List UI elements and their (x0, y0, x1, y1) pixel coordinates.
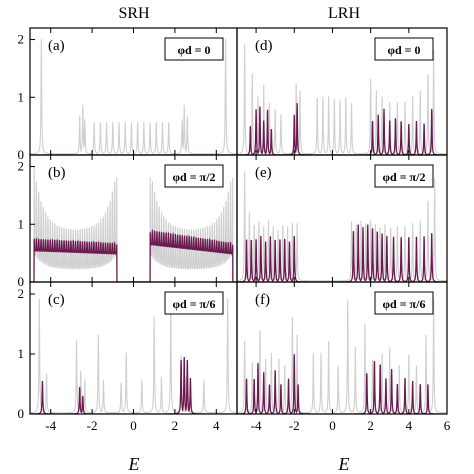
series-light-curve (237, 298, 447, 414)
x-tick-label: 0 (130, 418, 137, 433)
panel-label: (a) (48, 38, 65, 54)
y-tick-label: 2 (18, 32, 25, 47)
annotation-text: φd = 0 (178, 43, 211, 57)
panel-plot-area (237, 171, 447, 282)
panel-a: 0 1 2 (a) φd = 0 (18, 27, 238, 162)
panel-plot-area (237, 44, 447, 155)
series-light-curve (30, 298, 237, 414)
annotation-box (374, 291, 434, 315)
annotation-text: φd = 0 (388, 43, 421, 57)
x-tick-label: 0 (329, 418, 336, 433)
panel-plot-area (237, 298, 447, 414)
panel-label: (d) (255, 38, 273, 54)
x-axis-label-right: E (338, 454, 350, 474)
panel-f: -4 -2 0 2 4 6 (f) φd = π/6 (236, 281, 451, 433)
annotation-text: φd = π/6 (173, 297, 216, 311)
annotation-box (164, 291, 224, 315)
annotation-box (164, 37, 224, 61)
panel-label: (b) (48, 165, 66, 181)
annotation-text: φd = π/6 (383, 297, 426, 311)
series-dark-curve (30, 356, 237, 414)
x-tick-label: -4 (251, 418, 262, 433)
column-title-srh: SRH (118, 5, 150, 22)
panel-frame (236, 281, 448, 415)
x-tick-label: 6 (444, 418, 451, 433)
annotation-box (374, 37, 434, 61)
panel-d: (d) φd = 0 (236, 27, 448, 156)
panel-c: -4 -2 0 2 4 0 1 2 (c) φd = π/6 (18, 281, 238, 433)
series-dark-curve (237, 103, 447, 155)
y-tick-label: 0 (18, 147, 25, 162)
y-tick-label: 1 (18, 89, 25, 104)
annotation-text: φd = π/2 (173, 170, 216, 184)
x-tick-label: -2 (87, 418, 98, 433)
y-tick-label: 1 (18, 346, 25, 361)
x-tick-label: 4 (213, 418, 220, 433)
annotation-box (374, 164, 434, 188)
y-tick-label: 2 (18, 286, 25, 301)
annotation-text: φd = π/2 (383, 170, 426, 184)
y-tick-label: 0 (18, 274, 25, 289)
panel-plot-area (30, 166, 237, 282)
panel-label: (f) (255, 292, 270, 308)
y-tick-label: 1 (18, 216, 25, 231)
series-dark-curve (30, 228, 237, 282)
annotation-box (164, 164, 224, 188)
y-tick-label: 0 (18, 406, 25, 421)
x-axis-label-left: E (128, 454, 140, 474)
x-tick-label: 2 (367, 418, 374, 433)
panel-label: (c) (48, 292, 65, 308)
panel-e: (e) φd = π/2 (236, 154, 448, 283)
x-tick-label: -4 (45, 418, 56, 433)
column-title-lrh: LRH (328, 5, 360, 22)
panel-plot-area (30, 298, 237, 414)
x-tick-label: 2 (172, 418, 179, 433)
panel-label: (e) (255, 165, 272, 181)
x-tick-label: -2 (289, 418, 300, 433)
x-tick-label: 4 (406, 418, 413, 433)
panel-b: 0 1 2 (b) φd = π/2 (18, 154, 238, 289)
y-tick-label: 2 (18, 159, 25, 174)
series-light-curve (30, 166, 237, 282)
